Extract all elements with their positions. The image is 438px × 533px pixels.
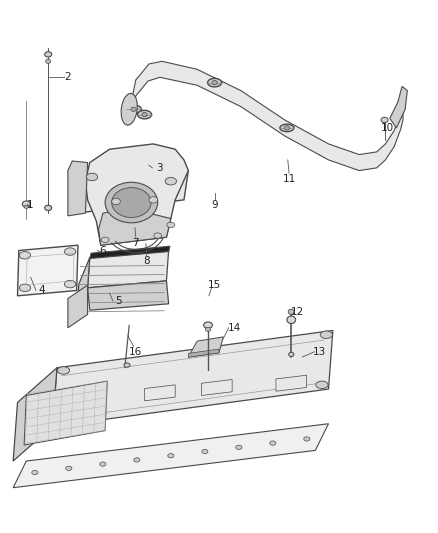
Polygon shape bbox=[85, 144, 188, 245]
Polygon shape bbox=[145, 385, 175, 401]
Polygon shape bbox=[53, 330, 333, 426]
Ellipse shape bbox=[167, 222, 175, 228]
Polygon shape bbox=[77, 171, 188, 213]
Ellipse shape bbox=[45, 205, 52, 211]
Text: 14: 14 bbox=[228, 323, 241, 333]
Ellipse shape bbox=[121, 93, 137, 125]
Text: 12: 12 bbox=[291, 307, 304, 317]
Polygon shape bbox=[99, 208, 171, 245]
Ellipse shape bbox=[304, 437, 310, 441]
Ellipse shape bbox=[381, 117, 388, 123]
Ellipse shape bbox=[316, 381, 328, 389]
Polygon shape bbox=[13, 368, 57, 461]
Polygon shape bbox=[77, 257, 90, 314]
Ellipse shape bbox=[45, 52, 52, 57]
Ellipse shape bbox=[131, 107, 136, 111]
Ellipse shape bbox=[112, 198, 120, 205]
Text: 15: 15 bbox=[208, 280, 221, 290]
Polygon shape bbox=[88, 281, 169, 310]
Polygon shape bbox=[188, 337, 223, 357]
Polygon shape bbox=[68, 161, 88, 216]
Polygon shape bbox=[90, 246, 170, 259]
Ellipse shape bbox=[66, 466, 72, 471]
Text: 9: 9 bbox=[211, 200, 218, 210]
Polygon shape bbox=[68, 285, 88, 328]
Ellipse shape bbox=[64, 280, 76, 288]
Ellipse shape bbox=[86, 173, 98, 181]
Text: 10: 10 bbox=[381, 123, 394, 133]
Ellipse shape bbox=[19, 284, 31, 292]
Ellipse shape bbox=[284, 126, 290, 130]
Ellipse shape bbox=[134, 458, 140, 462]
Polygon shape bbox=[201, 379, 232, 395]
Text: 13: 13 bbox=[313, 347, 326, 357]
Ellipse shape bbox=[19, 252, 31, 259]
Text: 5: 5 bbox=[115, 296, 122, 306]
Ellipse shape bbox=[289, 352, 294, 357]
Ellipse shape bbox=[280, 124, 294, 132]
Ellipse shape bbox=[270, 441, 276, 445]
Text: 7: 7 bbox=[132, 238, 139, 247]
Ellipse shape bbox=[236, 445, 242, 449]
Ellipse shape bbox=[138, 110, 152, 119]
Ellipse shape bbox=[154, 233, 162, 238]
Ellipse shape bbox=[204, 322, 212, 328]
Ellipse shape bbox=[202, 449, 208, 454]
Text: 4: 4 bbox=[38, 286, 45, 295]
Ellipse shape bbox=[53, 417, 65, 425]
Ellipse shape bbox=[124, 363, 130, 367]
Polygon shape bbox=[13, 424, 328, 488]
Ellipse shape bbox=[288, 309, 294, 314]
Ellipse shape bbox=[149, 197, 158, 203]
Ellipse shape bbox=[205, 327, 211, 332]
Ellipse shape bbox=[126, 105, 141, 114]
Polygon shape bbox=[88, 251, 169, 288]
Text: 1: 1 bbox=[26, 200, 33, 210]
Text: 2: 2 bbox=[64, 72, 71, 82]
Ellipse shape bbox=[100, 462, 106, 466]
Text: 8: 8 bbox=[143, 256, 150, 266]
Text: 11: 11 bbox=[283, 174, 296, 183]
Ellipse shape bbox=[287, 316, 296, 324]
Ellipse shape bbox=[101, 237, 109, 243]
Ellipse shape bbox=[142, 112, 147, 117]
Text: 16: 16 bbox=[129, 347, 142, 357]
Polygon shape bbox=[390, 86, 407, 128]
Ellipse shape bbox=[32, 470, 38, 474]
Ellipse shape bbox=[64, 248, 76, 255]
Polygon shape bbox=[188, 349, 219, 357]
Ellipse shape bbox=[112, 188, 151, 217]
Polygon shape bbox=[24, 381, 107, 445]
Text: 3: 3 bbox=[156, 163, 163, 173]
Polygon shape bbox=[131, 61, 403, 171]
Ellipse shape bbox=[24, 205, 28, 208]
Ellipse shape bbox=[320, 331, 332, 338]
Ellipse shape bbox=[105, 182, 158, 223]
Ellipse shape bbox=[57, 367, 70, 374]
Text: 6: 6 bbox=[99, 246, 106, 255]
Ellipse shape bbox=[168, 454, 174, 458]
Polygon shape bbox=[18, 245, 78, 296]
Ellipse shape bbox=[46, 59, 51, 63]
Polygon shape bbox=[276, 375, 307, 391]
Ellipse shape bbox=[165, 177, 177, 185]
Ellipse shape bbox=[22, 201, 30, 207]
Ellipse shape bbox=[208, 78, 222, 87]
Ellipse shape bbox=[212, 80, 217, 85]
